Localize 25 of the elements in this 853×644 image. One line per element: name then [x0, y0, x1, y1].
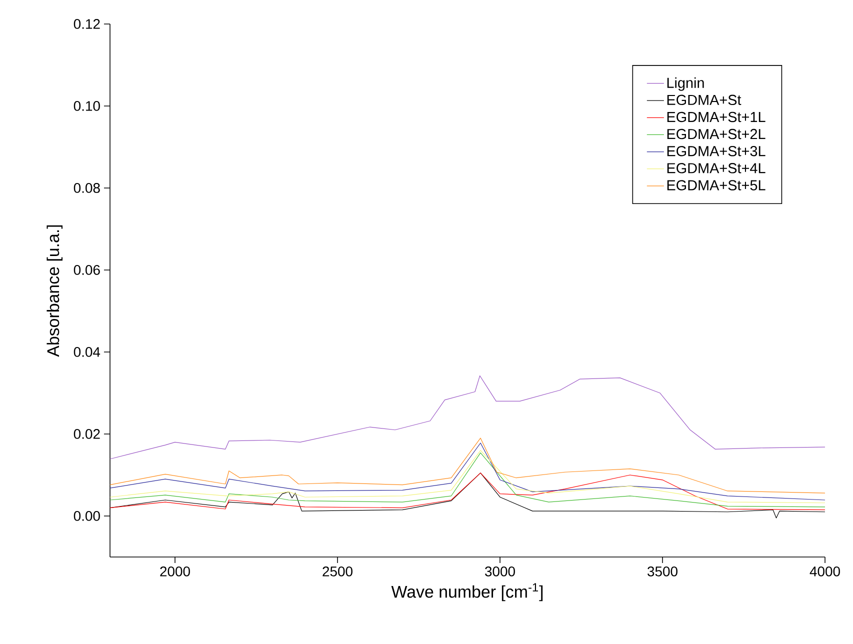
y-tick-label: 0.02 [74, 429, 100, 439]
x-tick-label: 3500 [648, 566, 678, 576]
y-tick-label: 0.06 [74, 265, 100, 275]
y-tick-label: 0.10 [74, 101, 100, 111]
y-axis-title: Absorbance [u.a.] [46, 225, 63, 357]
legend-label: EGDMA+St+1L [667, 112, 766, 122]
legend-label: EGDMA+St+2L [667, 128, 766, 140]
line-series [110, 375, 826, 460]
x-tick-label: 3000 [485, 566, 515, 576]
x-axis-title: Wave number [cm$^{-1}$] [391, 583, 543, 602]
y-tick-label: 0.08 [74, 183, 100, 193]
line-series [110, 442, 826, 500]
x-tick-label: 2500 [322, 566, 352, 576]
line-series [110, 472, 826, 510]
y-tick-label: 0.00 [74, 511, 100, 521]
x-tick-label: 2000 [160, 566, 190, 576]
y-tick-label: 0.12 [74, 19, 100, 29]
legend-label: EGDMA+St+3L [667, 146, 766, 156]
legend-label: EGDMA+St [667, 94, 742, 106]
x-tick-label: 4000 [810, 566, 840, 576]
legend-label: EGDMA+St+4L [667, 163, 766, 174]
legend-label: Lignin [667, 77, 704, 91]
line-series [110, 438, 826, 494]
y-tick-label: 0.04 [74, 347, 100, 357]
legend-label: EGDMA+St+5L [667, 180, 766, 190]
